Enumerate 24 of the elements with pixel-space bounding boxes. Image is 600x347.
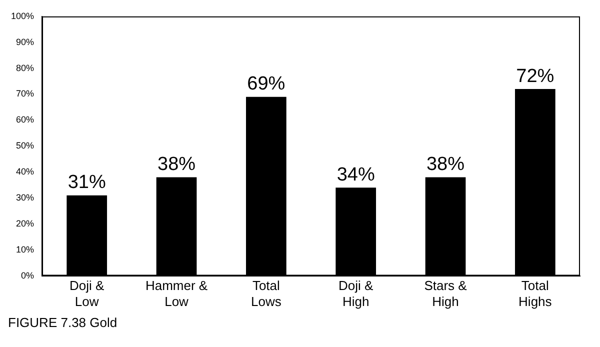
y-tick-label: 70% bbox=[16, 88, 34, 99]
data-label: 31% bbox=[68, 172, 106, 194]
y-tick-label: 10% bbox=[16, 244, 34, 254]
x-tick-label: Stars & High bbox=[424, 278, 468, 309]
data-label: 72% bbox=[516, 66, 554, 87]
y-tick-label: 80% bbox=[16, 62, 34, 73]
caption: FIGURE 7.38 Gold bbox=[8, 315, 118, 330]
y-tick-label: 100% bbox=[10, 10, 34, 21]
x-tick-label: Doji & Low bbox=[70, 278, 105, 309]
y-tick-label: 30% bbox=[16, 192, 34, 202]
y-tick-label: 40% bbox=[16, 166, 34, 177]
x-tick-label: Doji & High bbox=[338, 278, 374, 309]
x-tick-label: Total Highs bbox=[518, 278, 552, 309]
data-label: 69% bbox=[247, 74, 286, 95]
y-tick-label: 0% bbox=[21, 270, 34, 280]
y-tick-label: 20% bbox=[16, 218, 34, 228]
x-tick-label: Total Lows bbox=[251, 278, 282, 309]
y-tick-label: 50% bbox=[16, 140, 34, 151]
data-label: 38% bbox=[158, 154, 196, 175]
y-tick-label: 90% bbox=[16, 36, 34, 47]
data-label: 34% bbox=[336, 164, 375, 186]
data-label: 38% bbox=[426, 154, 465, 175]
y-tick-label: 60% bbox=[16, 114, 34, 125]
x-tick-label: Hammer & Low bbox=[145, 278, 208, 309]
